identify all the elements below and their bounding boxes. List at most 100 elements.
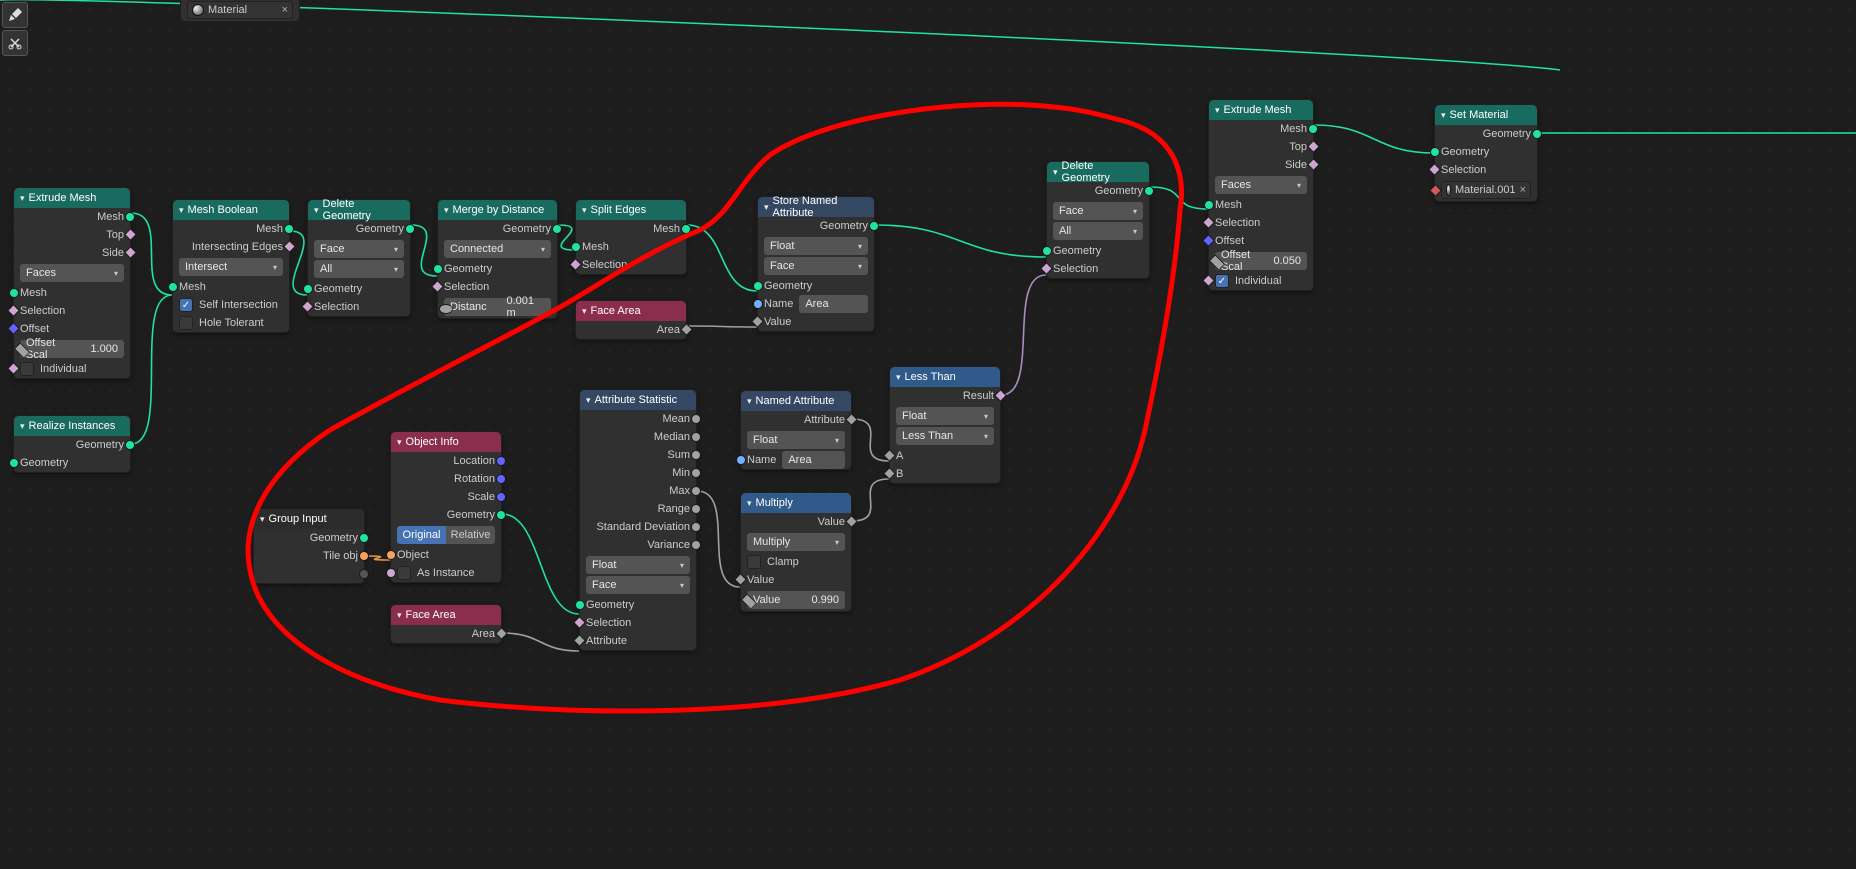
mode-dropdown[interactable]: Faces▾: [1215, 176, 1307, 194]
output-socket[interactable]: [125, 212, 135, 222]
distance-field[interactable]: Distanc0.001 m: [444, 298, 551, 316]
offset-scale-field[interactable]: Offset Scal0.050: [1215, 252, 1307, 270]
domain-dropdown[interactable]: Face▾: [1053, 202, 1143, 220]
node-header[interactable]: ▾Store Named Attribute: [758, 197, 874, 217]
value2-field[interactable]: Value0.990: [747, 591, 845, 609]
node-group-input[interactable]: ▾Group InputGeometryTile obj: [253, 508, 365, 584]
output-socket[interactable]: [1532, 129, 1542, 139]
material-clear-icon[interactable]: ×: [1520, 184, 1526, 196]
input-socket[interactable]: [9, 458, 19, 468]
output-socket[interactable]: [691, 450, 701, 460]
output-socket[interactable]: [869, 221, 879, 231]
node-header[interactable]: ▾Extrude Mesh: [1209, 100, 1313, 120]
output-socket[interactable]: [1144, 186, 1154, 196]
output-socket[interactable]: [691, 486, 701, 496]
output-socket[interactable]: [1308, 124, 1318, 134]
node-header[interactable]: ▾Named Attribute: [741, 391, 851, 411]
node-set-material[interactable]: ▾Set MaterialGeometryGeometrySelectionMa…: [1434, 104, 1538, 202]
clamp-check[interactable]: ✓Clamp: [741, 553, 851, 571]
node-split-edges[interactable]: ▾Split EdgesMeshMeshSelection: [575, 199, 687, 275]
checkbox-icon[interactable]: ✓: [20, 362, 34, 376]
node-header[interactable]: ▾Attribute Statistic: [580, 390, 696, 410]
checkbox-icon[interactable]: ✓: [397, 566, 411, 580]
input-socket[interactable]: [303, 284, 313, 294]
enum-original[interactable]: Original: [397, 526, 446, 544]
node-less-than[interactable]: ▾Less ThanResultFloat▾Less Than▾AB: [889, 366, 1001, 484]
output-socket[interactable]: [496, 456, 506, 466]
checkbox-icon[interactable]: ✓: [1215, 274, 1229, 288]
node-mesh-boolean[interactable]: ▾Mesh BooleanMeshIntersecting EdgesInter…: [172, 199, 290, 333]
node-merge-by-distance[interactable]: ▾Merge by DistanceGeometryConnected▾Geom…: [437, 199, 558, 319]
tool-cut-icon[interactable]: [2, 30, 28, 56]
enum-relative[interactable]: Relative: [446, 526, 495, 544]
input-socket[interactable]: [575, 600, 585, 610]
node-extrude-mesh[interactable]: ▾Extrude MeshMeshTopSideFaces▾MeshSelect…: [1208, 99, 1314, 291]
node-face-area[interactable]: ▾Face AreaArea: [390, 604, 502, 644]
input-socket[interactable]: [168, 282, 178, 292]
node-header[interactable]: ▾Extrude Mesh: [14, 188, 130, 208]
material-pill[interactable]: Material.001×: [1441, 181, 1531, 199]
domain-dropdown[interactable]: Face▾: [764, 257, 868, 275]
input-socket[interactable]: [386, 568, 396, 578]
output-socket[interactable]: [691, 432, 701, 442]
input-socket[interactable]: [433, 264, 443, 274]
node-header[interactable]: ▾Less Than: [890, 367, 1000, 387]
node-realize-instances[interactable]: ▾Realize InstancesGeometryGeometry: [13, 415, 131, 473]
node-header[interactable]: ▾Delete Geometry: [308, 200, 410, 220]
node-header[interactable]: ▾Face Area: [391, 605, 501, 625]
individual-check[interactable]: ✓Individual: [1209, 272, 1313, 290]
input-socket[interactable]: [753, 299, 763, 309]
transform-space-enum[interactable]: OriginalRelative: [397, 526, 495, 544]
input-socket[interactable]: [753, 281, 763, 291]
mode-dropdown[interactable]: All▾: [314, 260, 404, 278]
node-object-info[interactable]: ▾Object InfoLocationRotationScaleGeometr…: [390, 431, 502, 583]
mode-dropdown[interactable]: Intersect▾: [179, 258, 283, 276]
input-socket[interactable]: [9, 288, 19, 298]
node-header[interactable]: ▾Object Info: [391, 432, 501, 452]
node-header[interactable]: ▾Merge by Distance: [438, 200, 557, 220]
node-attribute-statistic[interactable]: ▾Attribute StatisticMeanMedianSumMinMaxR…: [579, 389, 697, 651]
fragment-material-pill[interactable]: Material ×: [187, 1, 293, 19]
node-header[interactable]: ▾Group Input: [254, 509, 364, 529]
individual-check[interactable]: ✓Individual: [14, 360, 130, 378]
node-header[interactable]: ▾Delete Geometry: [1047, 162, 1149, 182]
offset-scale-field[interactable]: Offset Scal1.000: [20, 340, 124, 358]
mode-dropdown[interactable]: Faces▾: [20, 264, 124, 282]
node-extrude-mesh[interactable]: ▾Extrude MeshMeshTopSideFaces▾MeshSelect…: [13, 187, 131, 379]
output-socket[interactable]: [496, 510, 506, 520]
name-input-field[interactable]: Area: [799, 295, 868, 313]
output-socket[interactable]: [359, 569, 369, 579]
output-socket[interactable]: [681, 224, 691, 234]
output-socket[interactable]: [405, 224, 415, 234]
tool-edit-icon[interactable]: [2, 2, 28, 28]
node-header[interactable]: ▾Set Material: [1435, 105, 1537, 125]
type-dropdown[interactable]: Float▾: [747, 431, 845, 449]
node-header[interactable]: ▾Split Edges: [576, 200, 686, 220]
node-multiply[interactable]: ▾MultiplyValueMultiply▾✓ClampValueValue0…: [740, 492, 852, 612]
mode-dropdown[interactable]: Less Than▾: [896, 427, 994, 445]
output-socket[interactable]: [552, 224, 562, 234]
node-delete-geometry[interactable]: ▾Delete GeometryGeometryFace▾All▾Geometr…: [307, 199, 411, 317]
output-socket[interactable]: [359, 551, 369, 561]
node-face-area[interactable]: ▾Face AreaArea: [575, 300, 687, 340]
node-header[interactable]: ▾Realize Instances: [14, 416, 130, 436]
fragment-material-clear-icon[interactable]: ×: [282, 4, 288, 16]
input-socket[interactable]: [736, 455, 746, 465]
input-socket[interactable]: [386, 550, 396, 560]
output-socket[interactable]: [496, 474, 506, 484]
output-socket[interactable]: [691, 468, 701, 478]
node-header[interactable]: ▾Multiply: [741, 493, 851, 513]
hole-tolerant-check[interactable]: ✓Hole Tolerant: [173, 314, 289, 332]
mode-dropdown[interactable]: All▾: [1053, 222, 1143, 240]
input-socket[interactable]: [1430, 147, 1440, 157]
checkbox-icon[interactable]: ✓: [179, 298, 193, 312]
node-header[interactable]: ▾Mesh Boolean: [173, 200, 289, 220]
output-socket[interactable]: [691, 504, 701, 514]
input-socket[interactable]: [571, 242, 581, 252]
input-socket[interactable]: [1042, 246, 1052, 256]
as-instance-check[interactable]: ✓As Instance: [391, 564, 501, 582]
checkbox-icon[interactable]: ✓: [179, 316, 193, 330]
op-dropdown[interactable]: Multiply▾: [747, 533, 845, 551]
node-named-attribute[interactable]: ▾Named AttributeAttributeFloat▾NameArea: [740, 390, 852, 470]
output-socket[interactable]: [691, 522, 701, 532]
